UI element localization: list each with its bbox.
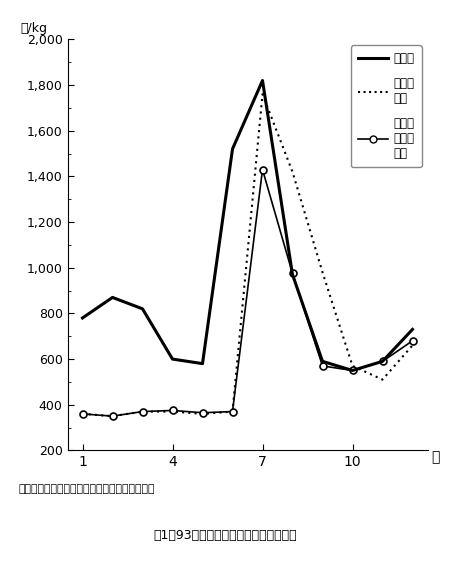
- Text: 図1　93年　月別玉川産レンコンの価格: 図1 93年 月別玉川産レンコンの価格: [153, 529, 297, 542]
- Text: 円/kg: 円/kg: [21, 23, 48, 35]
- Legend: 玉川産, 茨城産
平均, 東京卸
売市場
平均: 玉川産, 茨城産 平均, 東京卸 売市場 平均: [351, 45, 422, 167]
- Text: 資料：東京卸売市場年報，玉川農協蓮根部資料: 資料：東京卸売市場年報，玉川農協蓮根部資料: [18, 484, 154, 494]
- Text: 月: 月: [431, 450, 440, 464]
